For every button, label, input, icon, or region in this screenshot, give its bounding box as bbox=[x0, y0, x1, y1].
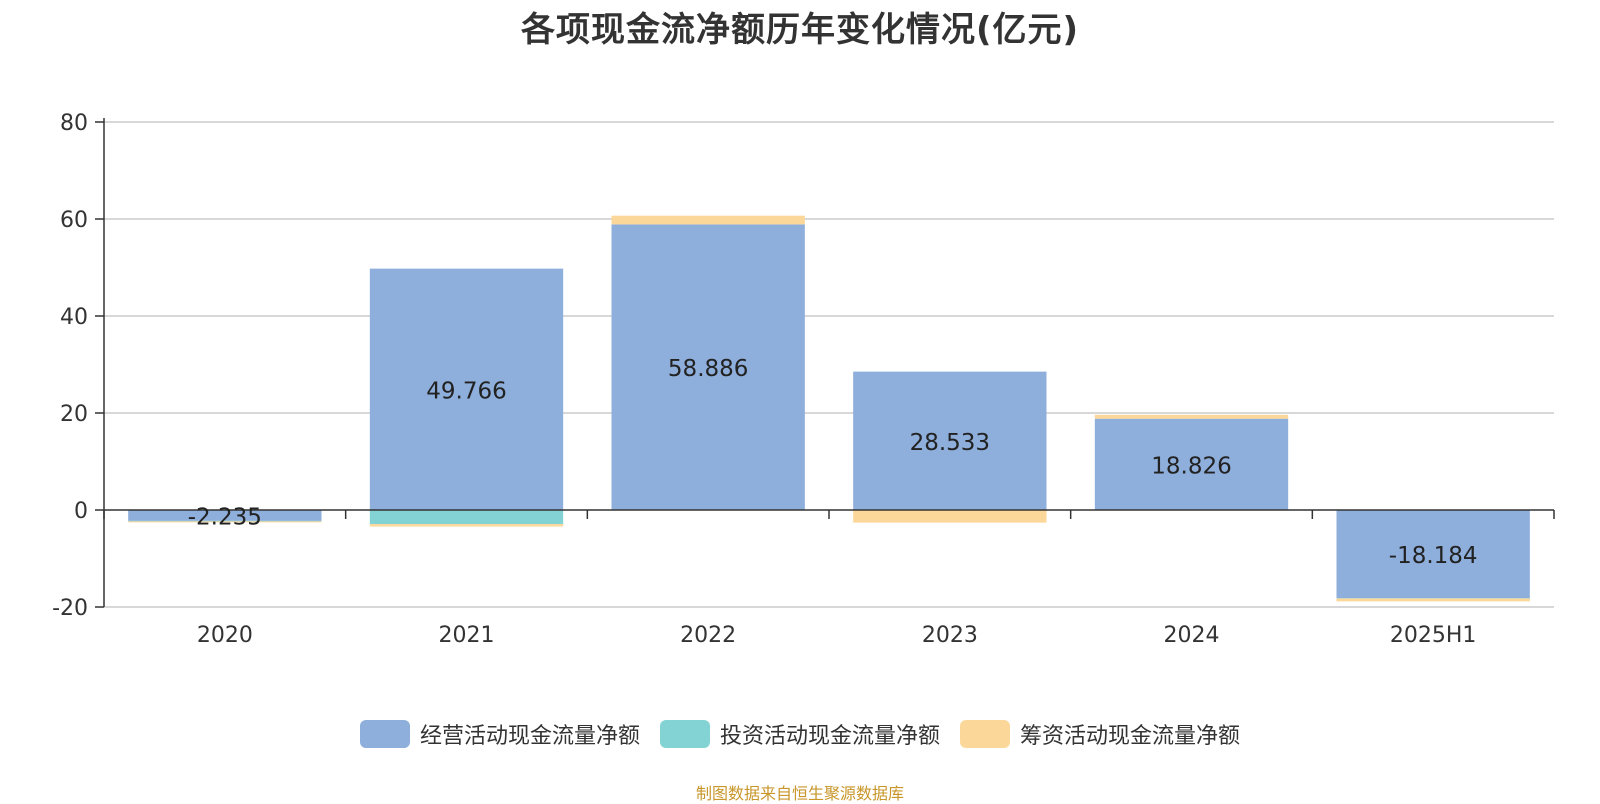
bars bbox=[128, 215, 1530, 602]
legend-swatch-1 bbox=[659, 720, 710, 748]
legend-item-1[interactable]: 投资活动现金流量净额 bbox=[659, 718, 940, 750]
data-label-2024: 18.826 bbox=[1151, 453, 1231, 479]
legend-item-2[interactable]: 筹资活动现金流量净额 bbox=[960, 718, 1240, 750]
x-tick-label-2021: 2021 bbox=[439, 623, 495, 648]
x-tick-label-2020: 2020 bbox=[197, 623, 253, 648]
bar-2023-series-2[interactable] bbox=[853, 510, 1047, 523]
x-tick-label-2024: 2024 bbox=[1164, 623, 1220, 648]
bar-2020-series-2[interactable] bbox=[128, 521, 322, 523]
y-tick-label-0: 80 bbox=[60, 111, 88, 136]
data-labels: -2.235 49.766 58.886 28.533 18.826 -18.184 bbox=[188, 356, 1478, 569]
x-tick-label-2022: 2022 bbox=[680, 623, 736, 648]
axes: 80 60 40 20 0 -20 2020 2021 2022 2023 2024 2025H1 bbox=[52, 111, 1555, 648]
legend-item-0[interactable]: 经营活动现金流量净额 bbox=[359, 718, 640, 750]
x-tick-label-2023: 2023 bbox=[922, 623, 978, 648]
y-tick-label-4: 0 bbox=[74, 499, 88, 524]
x-tick-label-2025H1: 2025H1 bbox=[1390, 623, 1477, 648]
data-label-2022: 58.886 bbox=[668, 356, 748, 382]
legend-label-1: 投资活动现金流量净额 bbox=[719, 724, 940, 749]
data-label-2025H1: -18.184 bbox=[1389, 543, 1478, 569]
bar-2023-series-0[interactable] bbox=[853, 371, 1047, 510]
bar-2024-series-0[interactable] bbox=[1094, 418, 1289, 510]
source-note: 制图数据来自恒生聚源数据库 bbox=[695, 784, 904, 803]
bar-2022-series-0[interactable] bbox=[611, 224, 805, 510]
bar-2025H1-series-2[interactable] bbox=[1336, 598, 1530, 602]
bar-2021-series-1[interactable] bbox=[369, 510, 564, 525]
data-label-2020: -2.235 bbox=[188, 504, 262, 530]
legend-swatch-0 bbox=[359, 720, 410, 748]
y-tick-label-2: 40 bbox=[60, 305, 88, 330]
bar-2024-series-2[interactable] bbox=[1094, 414, 1289, 419]
y-tick-label-1: 60 bbox=[60, 208, 88, 233]
chart-title: 各项现金流净额历年变化情况(亿元) bbox=[520, 10, 1080, 50]
bar-2021-series-2[interactable] bbox=[369, 524, 564, 527]
data-label-2021: 49.766 bbox=[426, 378, 506, 404]
data-label-2023: 28.533 bbox=[910, 430, 990, 456]
y-tick-label-5: -20 bbox=[52, 596, 88, 621]
bar-2025H1-series-0[interactable] bbox=[1336, 510, 1530, 599]
legend-label-0: 经营活动现金流量净额 bbox=[419, 724, 640, 749]
bar-2020-series-0[interactable] bbox=[128, 510, 322, 521]
legend-swatch-2 bbox=[960, 720, 1010, 748]
legend-label-2: 筹资活动现金流量净额 bbox=[1020, 724, 1241, 749]
bar-2022-series-2[interactable] bbox=[611, 215, 805, 225]
grid-lines bbox=[104, 121, 1554, 608]
y-tick-label-3: 20 bbox=[60, 402, 88, 427]
bar-2021-series-0[interactable] bbox=[369, 268, 564, 510]
legend: 经营活动现金流量净额 投资活动现金流量净额 筹资活动现金流量净额 bbox=[0, 718, 1600, 750]
